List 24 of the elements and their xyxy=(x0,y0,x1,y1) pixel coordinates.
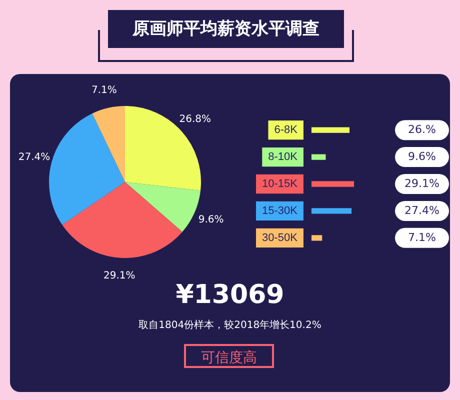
data-label: 26.% xyxy=(408,122,436,136)
text: ¥13069 xyxy=(174,280,286,310)
text: 可信度高 xyxy=(184,344,274,368)
bar xyxy=(311,181,354,187)
data-label: 29.1% xyxy=(404,176,440,190)
data-label: 26.8% xyxy=(179,114,212,125)
data-label: 29.1% xyxy=(104,270,136,282)
data-label: 7.1% xyxy=(408,230,436,244)
bar xyxy=(311,208,352,214)
y-tick-label: 15-30K xyxy=(262,204,298,217)
bar xyxy=(311,235,322,241)
data-label: 7.1% xyxy=(92,84,117,96)
chart-title: 原画师平均薪资水平调查 xyxy=(108,10,344,48)
bar xyxy=(311,127,350,133)
y-tick-label: 30-50K xyxy=(262,232,298,244)
data-label: 9.6% xyxy=(408,150,436,163)
data-label: 27.4% xyxy=(18,152,50,164)
data-label: 27.4% xyxy=(404,204,440,217)
y-tick-label: 10-15K xyxy=(262,178,298,190)
y-tick-label: 8-10K xyxy=(268,151,298,164)
text: 取自1804份样本，较2018年增长10.2% xyxy=(138,318,322,332)
y-tick-label: 6-8K xyxy=(274,124,298,136)
bar xyxy=(311,154,326,160)
data-label: 9.6% xyxy=(198,214,224,226)
